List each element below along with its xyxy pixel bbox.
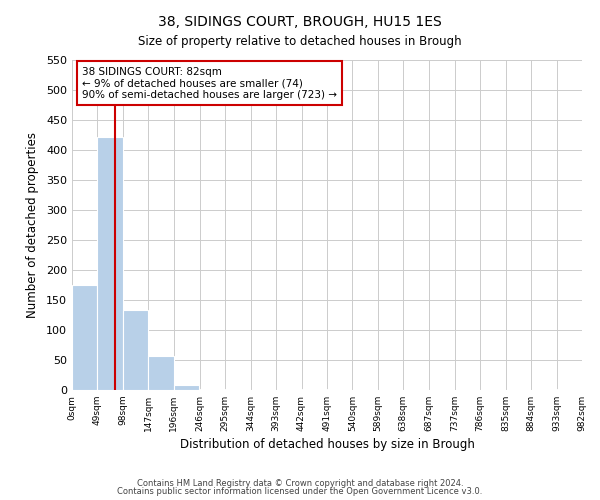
Text: 38, SIDINGS COURT, BROUGH, HU15 1ES: 38, SIDINGS COURT, BROUGH, HU15 1ES: [158, 15, 442, 29]
Text: Size of property relative to detached houses in Brough: Size of property relative to detached ho…: [138, 35, 462, 48]
Bar: [148, 356, 174, 390]
X-axis label: Distribution of detached houses by size in Brough: Distribution of detached houses by size …: [179, 438, 475, 451]
Bar: [123, 310, 148, 390]
Text: 38 SIDINGS COURT: 82sqm
← 9% of detached houses are smaller (74)
90% of semi-det: 38 SIDINGS COURT: 82sqm ← 9% of detached…: [82, 66, 337, 100]
Text: Contains HM Land Registry data © Crown copyright and database right 2024.: Contains HM Land Registry data © Crown c…: [137, 478, 463, 488]
Y-axis label: Number of detached properties: Number of detached properties: [26, 132, 39, 318]
Bar: [174, 385, 199, 390]
Text: Contains public sector information licensed under the Open Government Licence v3: Contains public sector information licen…: [118, 487, 482, 496]
Bar: [97, 137, 123, 390]
Bar: [72, 285, 97, 390]
